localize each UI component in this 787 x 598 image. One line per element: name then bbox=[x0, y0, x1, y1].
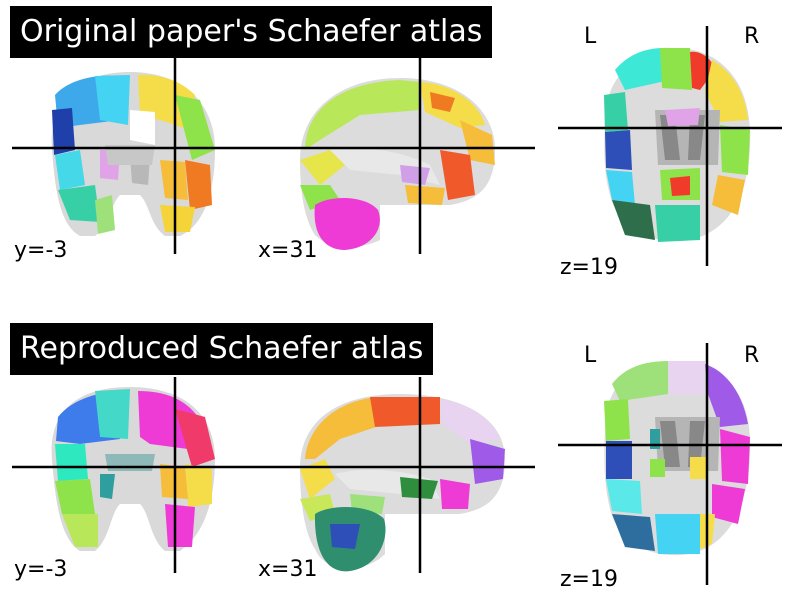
brain-slices-original bbox=[12, 26, 782, 266]
axial-slice bbox=[604, 47, 751, 242]
axial-coordinate-label: z=19 bbox=[560, 255, 618, 280]
coronal-coordinate-label: y=-3 bbox=[14, 557, 68, 582]
sagittal-slice bbox=[300, 394, 505, 572]
sagittal-coordinate-label: x=31 bbox=[258, 557, 318, 582]
atlas-panel-reproduced: Reproduced Schaefer atlas y=-3 x=31 z=19… bbox=[0, 299, 787, 598]
panel-title: Reproduced Schaefer atlas bbox=[10, 323, 434, 375]
sagittal-slice bbox=[300, 78, 495, 250]
sagittal-coordinate-label: x=31 bbox=[258, 238, 318, 263]
coronal-coordinate-label: y=-3 bbox=[14, 238, 68, 263]
axial-slice bbox=[604, 361, 751, 556]
right-orientation-label: R bbox=[744, 343, 760, 368]
brain-slices-reproduced bbox=[12, 343, 782, 585]
coronal-slice bbox=[51, 387, 215, 551]
coronal-slice bbox=[51, 72, 215, 236]
axial-coordinate-label: z=19 bbox=[560, 567, 618, 592]
left-orientation-label: L bbox=[584, 343, 597, 368]
left-orientation-label: L bbox=[584, 24, 597, 49]
atlas-panel-original: Original paper's Schaefer atlas y=-3 x=3… bbox=[10, 6, 782, 280]
panel-title: Original paper's Schaefer atlas bbox=[10, 6, 493, 58]
right-orientation-label: R bbox=[744, 24, 760, 49]
